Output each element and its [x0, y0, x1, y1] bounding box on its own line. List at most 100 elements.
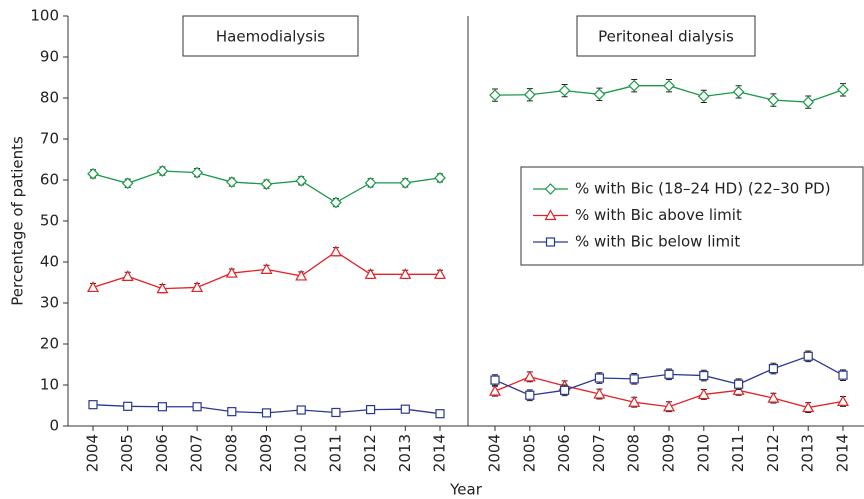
x-tick-label: 2011	[729, 434, 747, 472]
point	[399, 268, 412, 279]
point	[364, 177, 377, 189]
point	[837, 83, 849, 96]
legend-label: % with Bic below limit	[575, 233, 740, 251]
x-tick-label: 2004	[486, 434, 504, 472]
point	[88, 400, 98, 410]
point	[768, 364, 779, 374]
point	[593, 88, 606, 101]
point	[225, 266, 238, 278]
panel-title-box	[182, 15, 359, 57]
point	[663, 79, 675, 92]
y-axis-label: Percentage of patients	[9, 136, 27, 306]
x-tick-label: 2008	[222, 434, 240, 472]
panel-title: Haemodialysis	[216, 28, 325, 46]
point	[329, 245, 342, 257]
point	[156, 282, 169, 294]
point	[629, 374, 639, 384]
point	[191, 166, 203, 179]
point	[838, 370, 848, 380]
point	[523, 88, 536, 101]
panel-title-box	[576, 15, 756, 57]
y-tick-label: 10	[40, 376, 59, 394]
point	[123, 401, 133, 411]
point	[664, 369, 674, 379]
x-tick-label: 2006	[153, 434, 171, 472]
point	[121, 270, 134, 281]
point	[697, 388, 710, 400]
x-tick-label: 2014	[431, 434, 449, 472]
point	[525, 390, 535, 400]
legend-marker	[545, 237, 556, 247]
x-tick-label: 2010	[292, 434, 310, 472]
x-tick-label: 2009	[257, 434, 275, 472]
point	[191, 281, 204, 293]
point	[523, 370, 536, 382]
point	[296, 405, 306, 415]
x-tick-label: 2012	[361, 434, 379, 472]
point	[628, 395, 641, 407]
point	[260, 263, 273, 274]
legend-marker	[544, 209, 557, 221]
point	[593, 387, 606, 399]
point	[490, 375, 500, 385]
point	[802, 96, 815, 108]
x-axis-label: Year	[449, 481, 483, 499]
y-tick-label: 60	[40, 171, 59, 189]
y-tick-label: 90	[40, 48, 59, 66]
point	[260, 178, 273, 190]
point	[434, 172, 446, 184]
point	[433, 268, 447, 279]
point	[558, 84, 571, 97]
y-tick-label: 80	[40, 89, 59, 107]
y-tick-label: 70	[40, 130, 59, 148]
x-tick-label: 2013	[396, 434, 414, 472]
x-tick-label: 2005	[520, 434, 538, 472]
point	[225, 176, 238, 188]
x-tick-label: 2009	[660, 434, 678, 472]
legend-marker	[544, 183, 557, 195]
point	[399, 177, 412, 189]
point	[192, 402, 202, 412]
x-tick-label: 2014	[834, 434, 852, 472]
point	[662, 400, 676, 412]
x-tick-label: 2008	[625, 434, 643, 472]
y-tick-label: 100	[30, 7, 59, 25]
point	[559, 385, 570, 395]
point	[733, 379, 744, 389]
point	[364, 268, 377, 279]
x-tick-label: 2011	[326, 434, 344, 472]
legend-label: % with Bic (18–24 HD) (22–30 PD)	[575, 180, 831, 198]
panel-title: Peritoneal dialysis	[598, 28, 734, 46]
point	[400, 404, 410, 414]
point	[295, 174, 308, 187]
x-tick-label: 2006	[555, 434, 573, 472]
point	[699, 370, 709, 381]
legend-box	[520, 166, 864, 266]
point	[156, 165, 169, 177]
point	[330, 196, 342, 209]
point	[86, 281, 100, 293]
point	[767, 391, 780, 403]
point	[121, 177, 134, 190]
y-tick-label: 30	[40, 294, 59, 312]
legend-label: % with Bic above limit	[575, 206, 742, 224]
point	[261, 408, 272, 418]
point	[732, 86, 745, 98]
point	[803, 351, 813, 361]
y-tick-label: 0	[49, 417, 59, 435]
x-tick-label: 2007	[188, 434, 206, 472]
point	[628, 79, 641, 92]
y-tick-label: 50	[40, 212, 59, 230]
x-tick-label: 2013	[799, 434, 817, 472]
x-tick-label: 2010	[694, 434, 712, 472]
y-tick-label: 20	[40, 335, 59, 353]
point	[435, 409, 445, 419]
x-tick-label: 2007	[590, 434, 608, 472]
point	[157, 402, 167, 412]
point	[836, 395, 850, 406]
point	[489, 89, 501, 101]
x-tick-label: 2012	[764, 434, 782, 472]
point	[767, 94, 780, 106]
point	[488, 384, 502, 396]
